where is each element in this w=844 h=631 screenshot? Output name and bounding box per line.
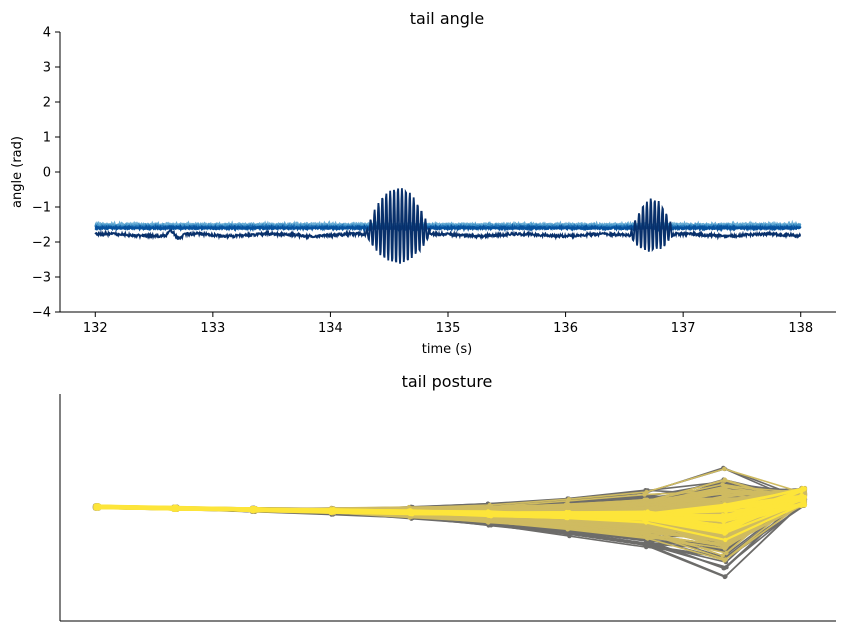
posture-point: [642, 510, 648, 516]
posture-point: [801, 487, 806, 492]
x-tick-label: 138: [788, 321, 813, 336]
y-tick-label: −3: [32, 271, 51, 286]
posture-point: [722, 477, 727, 482]
top-y-axis-label: angle (rad): [10, 136, 25, 208]
y-tick-label: −1: [32, 201, 51, 216]
y-tick-label: −4: [32, 306, 51, 321]
x-tick-label: 132: [83, 321, 108, 336]
posture-point: [724, 525, 729, 530]
posture-point: [564, 531, 570, 537]
tail-angle-panel: tail angle 4 3 2 1 0 −1 −2 −3 −4 132 133 134 135 136…: [10, 9, 836, 357]
posture-point: [722, 466, 727, 472]
posture-point: [487, 511, 492, 516]
tail-angle-series-group: [94, 188, 802, 264]
posture-point: [723, 530, 729, 535]
y-tick-label: 0: [43, 166, 51, 181]
tail-posture-lines: [92, 465, 808, 580]
tail-posture-panel: tail posture: [59, 372, 836, 622]
posture-point: [801, 497, 807, 503]
tail-angle-title: tail angle: [410, 9, 484, 28]
posture-point: [565, 498, 570, 504]
posture-point: [722, 518, 728, 523]
y-tick-label: 3: [43, 61, 51, 76]
y-tick-label: 2: [43, 96, 51, 111]
posture-point: [722, 513, 728, 519]
posture-yellow: [95, 487, 806, 519]
posture-point: [173, 505, 178, 510]
posture-point: [799, 493, 805, 498]
y-tick-label: 1: [43, 131, 51, 146]
posture-point: [641, 525, 647, 531]
posture-point: [723, 490, 728, 495]
posture-point: [720, 487, 725, 492]
posture-point: [723, 537, 728, 543]
x-tick-label: 134: [318, 321, 343, 336]
x-tick-label: 133: [200, 321, 225, 336]
y-tick-label: 4: [43, 26, 51, 41]
posture-point: [564, 525, 570, 530]
tail-angle-series-4: [94, 188, 802, 264]
posture-point: [566, 511, 572, 517]
posture-point: [642, 492, 647, 497]
posture-point: [645, 533, 650, 538]
tail-angle-series-3: [94, 223, 802, 233]
tail-posture-title: tail posture: [402, 372, 493, 391]
x-tick-label: 137: [671, 321, 696, 336]
posture-point: [722, 546, 727, 551]
posture-point: [250, 506, 255, 512]
top-x-ticks: 132 133 134 135 136 137 138: [83, 312, 813, 336]
posture-point: [723, 574, 728, 579]
posture-point: [645, 541, 651, 547]
posture-point: [722, 498, 727, 503]
y-tick-label: −2: [32, 236, 51, 251]
x-tick-label: 136: [553, 321, 578, 336]
posture-point: [328, 507, 333, 513]
posture-point: [724, 550, 729, 556]
posture-point: [645, 502, 650, 507]
top-x-axis-label: time (s): [422, 342, 472, 357]
x-tick-label: 135: [436, 321, 461, 336]
top-y-ticks: 4 3 2 1 0 −1 −2 −3 −4: [32, 26, 60, 321]
posture-point: [95, 503, 101, 509]
posture-line: [98, 488, 805, 518]
posture-point: [722, 558, 727, 563]
posture-point: [721, 566, 726, 571]
posture-point: [722, 502, 728, 507]
posture-point: [720, 553, 725, 558]
posture-point: [723, 541, 729, 546]
posture-point: [408, 508, 413, 513]
